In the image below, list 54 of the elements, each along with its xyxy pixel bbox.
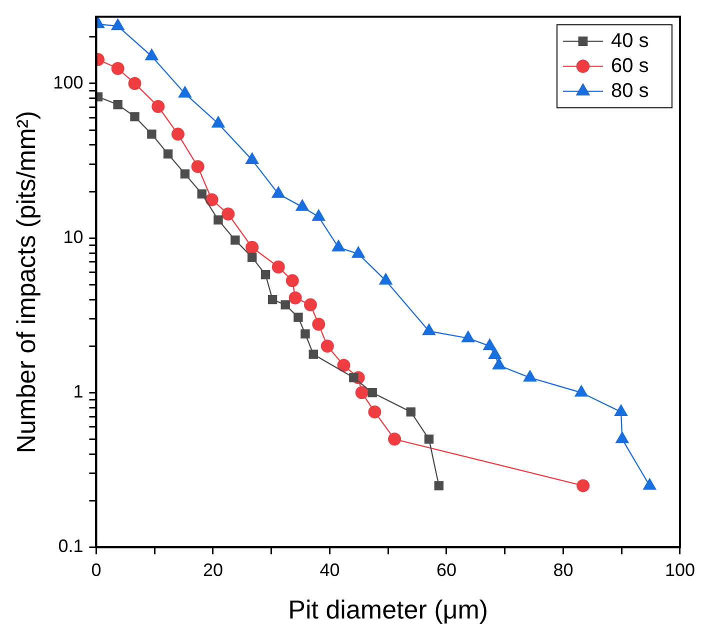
x-tick-label: 60 <box>436 560 456 580</box>
point <box>197 189 206 199</box>
point <box>576 479 590 492</box>
point <box>280 300 290 310</box>
point <box>130 112 140 122</box>
x-tick-label: 100 <box>664 560 696 580</box>
point <box>268 294 278 304</box>
y-tick-label: 10 <box>63 227 84 248</box>
x-tick-label: 0 <box>91 560 102 580</box>
point <box>288 291 302 304</box>
legend-label: 60 s <box>610 54 649 77</box>
y-axis-title: Number of impacts (pits/mm²) <box>10 110 41 454</box>
point <box>406 407 416 417</box>
point <box>368 388 377 398</box>
point <box>272 260 285 274</box>
point <box>300 329 310 338</box>
legend-label: 40 s <box>610 30 649 52</box>
point <box>368 405 382 418</box>
point <box>246 240 259 254</box>
point <box>163 149 173 159</box>
point <box>304 298 317 312</box>
point <box>171 128 184 141</box>
point <box>312 318 326 331</box>
point <box>111 62 124 75</box>
point <box>152 100 165 113</box>
point <box>424 434 434 444</box>
point <box>128 76 142 90</box>
point <box>434 481 444 490</box>
point <box>180 169 190 179</box>
point <box>308 350 318 359</box>
point <box>349 373 358 382</box>
point <box>205 193 218 206</box>
x-tick-label: 80 <box>553 560 574 580</box>
point <box>230 236 240 245</box>
point <box>222 208 235 221</box>
point <box>286 274 299 288</box>
point <box>214 215 223 225</box>
point <box>388 432 402 446</box>
x-tick-label: 40 <box>320 560 340 580</box>
point <box>320 340 334 353</box>
y-tick-label: 0.1 <box>58 536 84 556</box>
point <box>355 386 368 400</box>
point <box>260 270 270 280</box>
point <box>147 130 156 139</box>
x-axis-title: Pit diameter (μm) <box>288 594 488 625</box>
point <box>248 252 257 262</box>
point <box>113 100 122 110</box>
x-tick-label: 20 <box>202 560 223 580</box>
point <box>337 358 350 372</box>
y-tick-label: 100 <box>53 72 84 92</box>
point <box>191 160 204 174</box>
y-tick-label: 1 <box>73 382 84 402</box>
legend-label: 80 s <box>610 80 649 102</box>
point <box>294 312 303 322</box>
